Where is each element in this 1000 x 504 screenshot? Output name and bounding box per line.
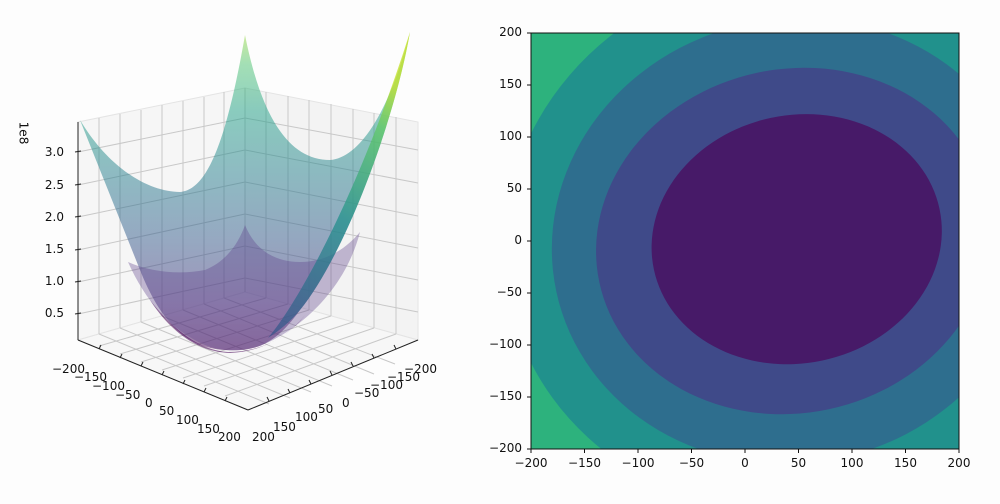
y-tick-label: −50 bbox=[496, 285, 522, 299]
y-tick-label: 50 bbox=[318, 402, 334, 416]
y-tick-label: −150 bbox=[489, 389, 522, 403]
x-tick-label: −50 bbox=[115, 388, 141, 402]
contour-x-ticks bbox=[530, 449, 960, 453]
y-tick-label: 0 bbox=[342, 396, 350, 410]
y-tick-label: −100 bbox=[370, 378, 403, 392]
contour-panel: 200 150 100 50 0 −50 −100 −150 −200 −200… bbox=[489, 0, 1000, 500]
contour-fill bbox=[531, 33, 959, 449]
x-tick-label: 50 bbox=[790, 456, 807, 470]
z-tick-label: 1.0 bbox=[44, 274, 64, 288]
contour-y-ticks bbox=[527, 32, 531, 450]
y-tick-label: 200 bbox=[252, 430, 275, 444]
x-tick-label: 150 bbox=[197, 422, 220, 436]
y-tick-label: 150 bbox=[273, 420, 296, 434]
3d-axes bbox=[74, 122, 419, 411]
y-tick-label: −150 bbox=[387, 370, 420, 384]
x-tick-label: 50 bbox=[159, 404, 175, 418]
x-tick-label: −50 bbox=[678, 456, 705, 470]
x-tick-label: −200 bbox=[514, 456, 548, 470]
x-tick-label: 200 bbox=[947, 456, 971, 470]
x-tick-label: 100 bbox=[840, 456, 864, 470]
z-tick-label: 3.0 bbox=[44, 145, 64, 159]
y-tick-label: 100 bbox=[499, 129, 522, 143]
y-tick-label: −200 bbox=[404, 362, 437, 376]
y-tick-label: 200 bbox=[499, 25, 522, 39]
y-tick-label: 50 bbox=[506, 181, 522, 195]
contour-plot bbox=[527, 32, 960, 453]
x-tick-label: 200 bbox=[218, 430, 241, 444]
z-tick-label: 0.5 bbox=[44, 306, 64, 320]
y-tick-label: −100 bbox=[489, 337, 522, 351]
z-tick-label: 2.5 bbox=[44, 178, 64, 192]
x-tick-label: 0 bbox=[741, 456, 749, 470]
x-tick-label: 100 bbox=[176, 413, 199, 427]
x-tick-label: 150 bbox=[894, 456, 917, 470]
x-tick-label: −200 bbox=[52, 362, 85, 376]
y-tick-label: 100 bbox=[295, 410, 318, 424]
y-tick-label: 0 bbox=[514, 233, 522, 247]
surface-3d-panel: 1e8 3.0 2.5 2.0 1.5 1.0 0.5 −200 −150 −1… bbox=[0, 0, 500, 500]
y-tick-label: −50 bbox=[354, 386, 380, 400]
x-tick-label: −100 bbox=[92, 379, 125, 393]
x-tick-label: −150 bbox=[568, 456, 601, 470]
surface-mesh bbox=[80, 32, 410, 353]
z-tick-label: 2.0 bbox=[44, 210, 64, 224]
z-tick-label: 1.5 bbox=[44, 242, 64, 256]
z-offset-label: 1e8 bbox=[16, 121, 31, 145]
x-tick-label: −100 bbox=[621, 456, 655, 470]
y-tick-label: 150 bbox=[499, 77, 522, 91]
x-tick-label: −150 bbox=[74, 370, 107, 384]
y-tick-label: −200 bbox=[489, 441, 522, 455]
surface-3d-plot bbox=[74, 32, 420, 411]
x-tick-label: 0 bbox=[145, 396, 153, 410]
